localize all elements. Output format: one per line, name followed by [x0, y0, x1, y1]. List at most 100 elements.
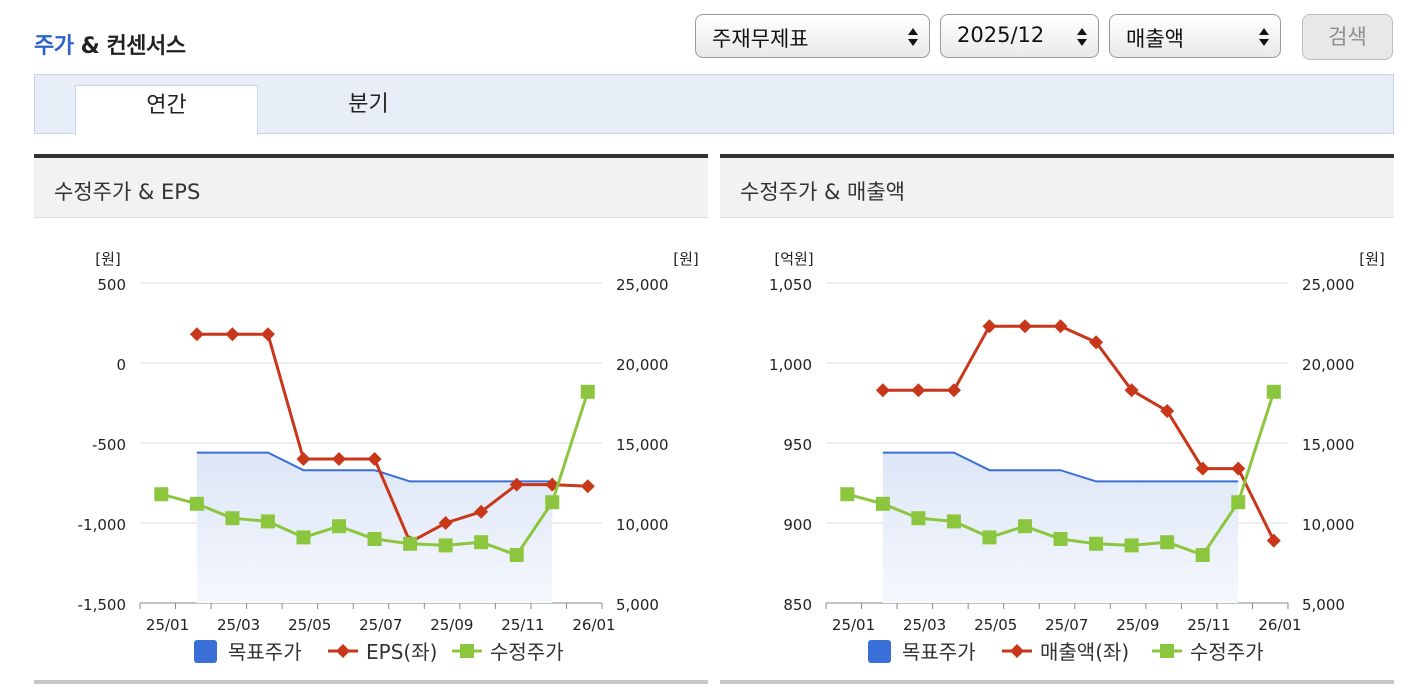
price-point — [260, 514, 275, 529]
price-point — [982, 530, 997, 545]
left-tick-label: 500 — [97, 276, 126, 294]
x-tick-label: 25/03 — [217, 616, 260, 634]
right-tick-label: 5,000 — [616, 596, 659, 614]
select-arrows-icon — [1077, 28, 1087, 46]
right-tick-label: 5,000 — [1302, 596, 1345, 614]
legend-target-swatch — [868, 640, 891, 663]
metric-point — [1231, 461, 1246, 476]
metric-point — [509, 477, 524, 492]
eps-chart: 500 25,000 0 20,000 -500 15,000 -1,000 10,000 -1… — [78, 250, 699, 664]
metric-point — [946, 383, 961, 398]
panel-divider — [34, 680, 708, 684]
price-point — [225, 511, 240, 526]
price-point — [911, 511, 926, 526]
metric-point — [296, 452, 311, 466]
price-point — [367, 532, 382, 546]
left-tick-label: 0 — [116, 356, 126, 374]
metric-point — [1266, 533, 1281, 548]
price-point — [403, 536, 418, 551]
panel-title: 수정주가 & EPS — [54, 180, 201, 204]
metric-point — [1124, 383, 1139, 398]
right-tick-label: 10,000 — [1302, 516, 1355, 534]
metric-point — [189, 327, 204, 342]
page-title-rest: & 컨센서스 — [73, 34, 186, 59]
select-arrows-icon — [1259, 28, 1269, 46]
x-tick-label: 26/01 — [572, 616, 615, 634]
period-select-value: 2025/12 — [957, 23, 1045, 47]
target-price-line — [196, 451, 553, 483]
left-unit-label: [원] — [95, 250, 121, 268]
legend-price-label: 수정주가 — [490, 640, 564, 664]
price-point — [1266, 384, 1281, 399]
metric-point — [332, 452, 347, 466]
price-point — [296, 530, 311, 545]
page-title-accent: 주가 — [34, 34, 74, 59]
right-unit-label: [원] — [673, 250, 699, 268]
x-tick-label: 25/09 — [1116, 616, 1159, 634]
right-tick-label: 15,000 — [616, 436, 669, 454]
metric-point — [1089, 335, 1104, 350]
panel-header: 수정주가 & 매출액 — [720, 154, 1394, 218]
x-tick-label: 25/01 — [146, 616, 189, 634]
legend-target-label: 목표주가 — [902, 640, 976, 664]
price-point — [1231, 495, 1246, 510]
legend-target-swatch — [194, 640, 217, 663]
right-tick-label: 15,000 — [1302, 436, 1355, 454]
metric-point — [260, 327, 275, 342]
panel-header: 수정주가 & EPS — [34, 154, 708, 218]
page-title: 주가 & 컨센서스 — [34, 28, 186, 60]
metric-point — [1053, 319, 1068, 334]
price-point — [1124, 538, 1139, 553]
select-arrows-icon — [908, 28, 918, 46]
right-tick-label: 25,000 — [616, 276, 669, 294]
legend-metric-marker — [1010, 644, 1024, 658]
right-tick-label: 20,000 — [1302, 356, 1355, 374]
right-tick-label: 25,000 — [1302, 276, 1355, 294]
metric-point — [982, 319, 997, 334]
legend-price-marker — [1160, 644, 1174, 658]
left-unit-label: [억원] — [774, 250, 813, 268]
metric-point — [438, 516, 453, 530]
legend-metric-marker — [336, 644, 350, 658]
price-point — [545, 495, 560, 510]
x-tick-label: 25/05 — [974, 616, 1017, 634]
revenue-chart: 1,050 25,000 1,000 20,000 950 15,000 900 10,000… — [769, 250, 1385, 664]
x-tick-label: 25/07 — [1045, 616, 1088, 634]
metric-point — [225, 327, 240, 342]
legend-metric-label: EPS(좌) — [366, 640, 437, 664]
price-point — [1089, 536, 1104, 551]
left-tick-label: -1,000 — [78, 516, 126, 534]
statement-select-value: 주재무제표 — [712, 27, 809, 51]
target-price-line — [882, 451, 1239, 483]
statement-select[interactable]: 주재무제표 — [695, 14, 930, 58]
target-price-area — [882, 452, 1239, 603]
search-button[interactable]: 검색 — [1302, 14, 1393, 60]
x-tick-label: 26/01 — [1258, 616, 1301, 634]
price-point — [580, 384, 595, 399]
legend-target-label: 목표주가 — [228, 640, 302, 664]
period-select[interactable]: 2025/12 — [940, 14, 1099, 58]
period-tabs: 연간 분기 — [34, 74, 1394, 135]
metric-point — [911, 383, 926, 398]
legend-metric-label: 매출액(좌) — [1040, 640, 1129, 664]
metric-select[interactable]: 매출액 — [1109, 14, 1281, 58]
price-point — [474, 535, 489, 550]
x-tick-label: 25/03 — [903, 616, 946, 634]
chart-panel-eps: 수정주가 & EPS 500 25,000 0 20,000 -500 15,000 -1,… — [34, 154, 708, 684]
price-point — [509, 548, 524, 562]
tab-quarterly[interactable]: 분기 — [348, 92, 389, 117]
price-point — [438, 538, 453, 553]
x-tick-label: 25/09 — [430, 616, 473, 634]
price-point — [840, 487, 855, 502]
right-unit-label: [원] — [1359, 250, 1385, 268]
metric-select-value: 매출액 — [1126, 27, 1184, 51]
x-tick-label: 25/11 — [501, 616, 544, 634]
tab-annual[interactable]: 연간 — [75, 85, 258, 135]
metric-point — [875, 383, 890, 398]
panel-divider — [720, 680, 1394, 684]
left-tick-label: 1,050 — [769, 276, 812, 294]
panel-title: 수정주가 & 매출액 — [740, 180, 905, 204]
metric-point — [1195, 461, 1210, 476]
metric-point — [1018, 319, 1033, 334]
left-tick-label: 850 — [783, 596, 812, 614]
